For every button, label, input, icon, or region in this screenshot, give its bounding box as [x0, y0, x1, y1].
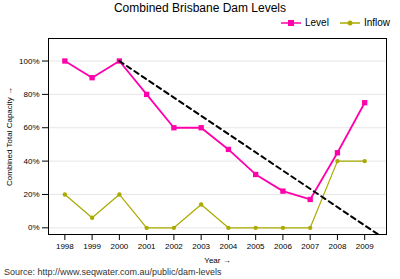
svg-text:2009: 2009	[356, 242, 374, 251]
html-text:Source: http://www.seqwater.co: Source: http://www.seqwater.com.au/publi…	[4, 267, 222, 277]
svg-text:1999: 1999	[83, 242, 101, 251]
svg-text:60%: 60%	[23, 123, 39, 132]
svg-text:Combined Total Capacity →: Combined Total Capacity →	[5, 87, 14, 186]
svg-text:2001: 2001	[138, 242, 156, 251]
svg-text:2000: 2000	[110, 242, 128, 251]
svg-text:100%: 100%	[19, 57, 39, 66]
svg-text:0%: 0%	[28, 223, 40, 232]
svg-text:1998: 1998	[56, 242, 74, 251]
html-text:Inflow: Inflow	[363, 17, 390, 28]
svg-text:2008: 2008	[329, 242, 347, 251]
svg-text:80%: 80%	[23, 90, 39, 99]
svg-text:2002: 2002	[165, 242, 183, 251]
svg-text:2005: 2005	[247, 242, 265, 251]
svg-text:2006: 2006	[274, 242, 292, 251]
svg-text:20%: 20%	[23, 190, 39, 199]
svg-text:2003: 2003	[192, 242, 210, 251]
html-text:Combined Brisbane Dam Levels: Combined Brisbane Dam Levels	[114, 1, 286, 15]
html-text:Level: Level	[305, 17, 329, 28]
svg-text:2007: 2007	[301, 242, 319, 251]
svg-text:Year →: Year →	[204, 256, 230, 265]
svg-text:40%: 40%	[23, 157, 39, 166]
svg-text:2004: 2004	[220, 242, 238, 251]
